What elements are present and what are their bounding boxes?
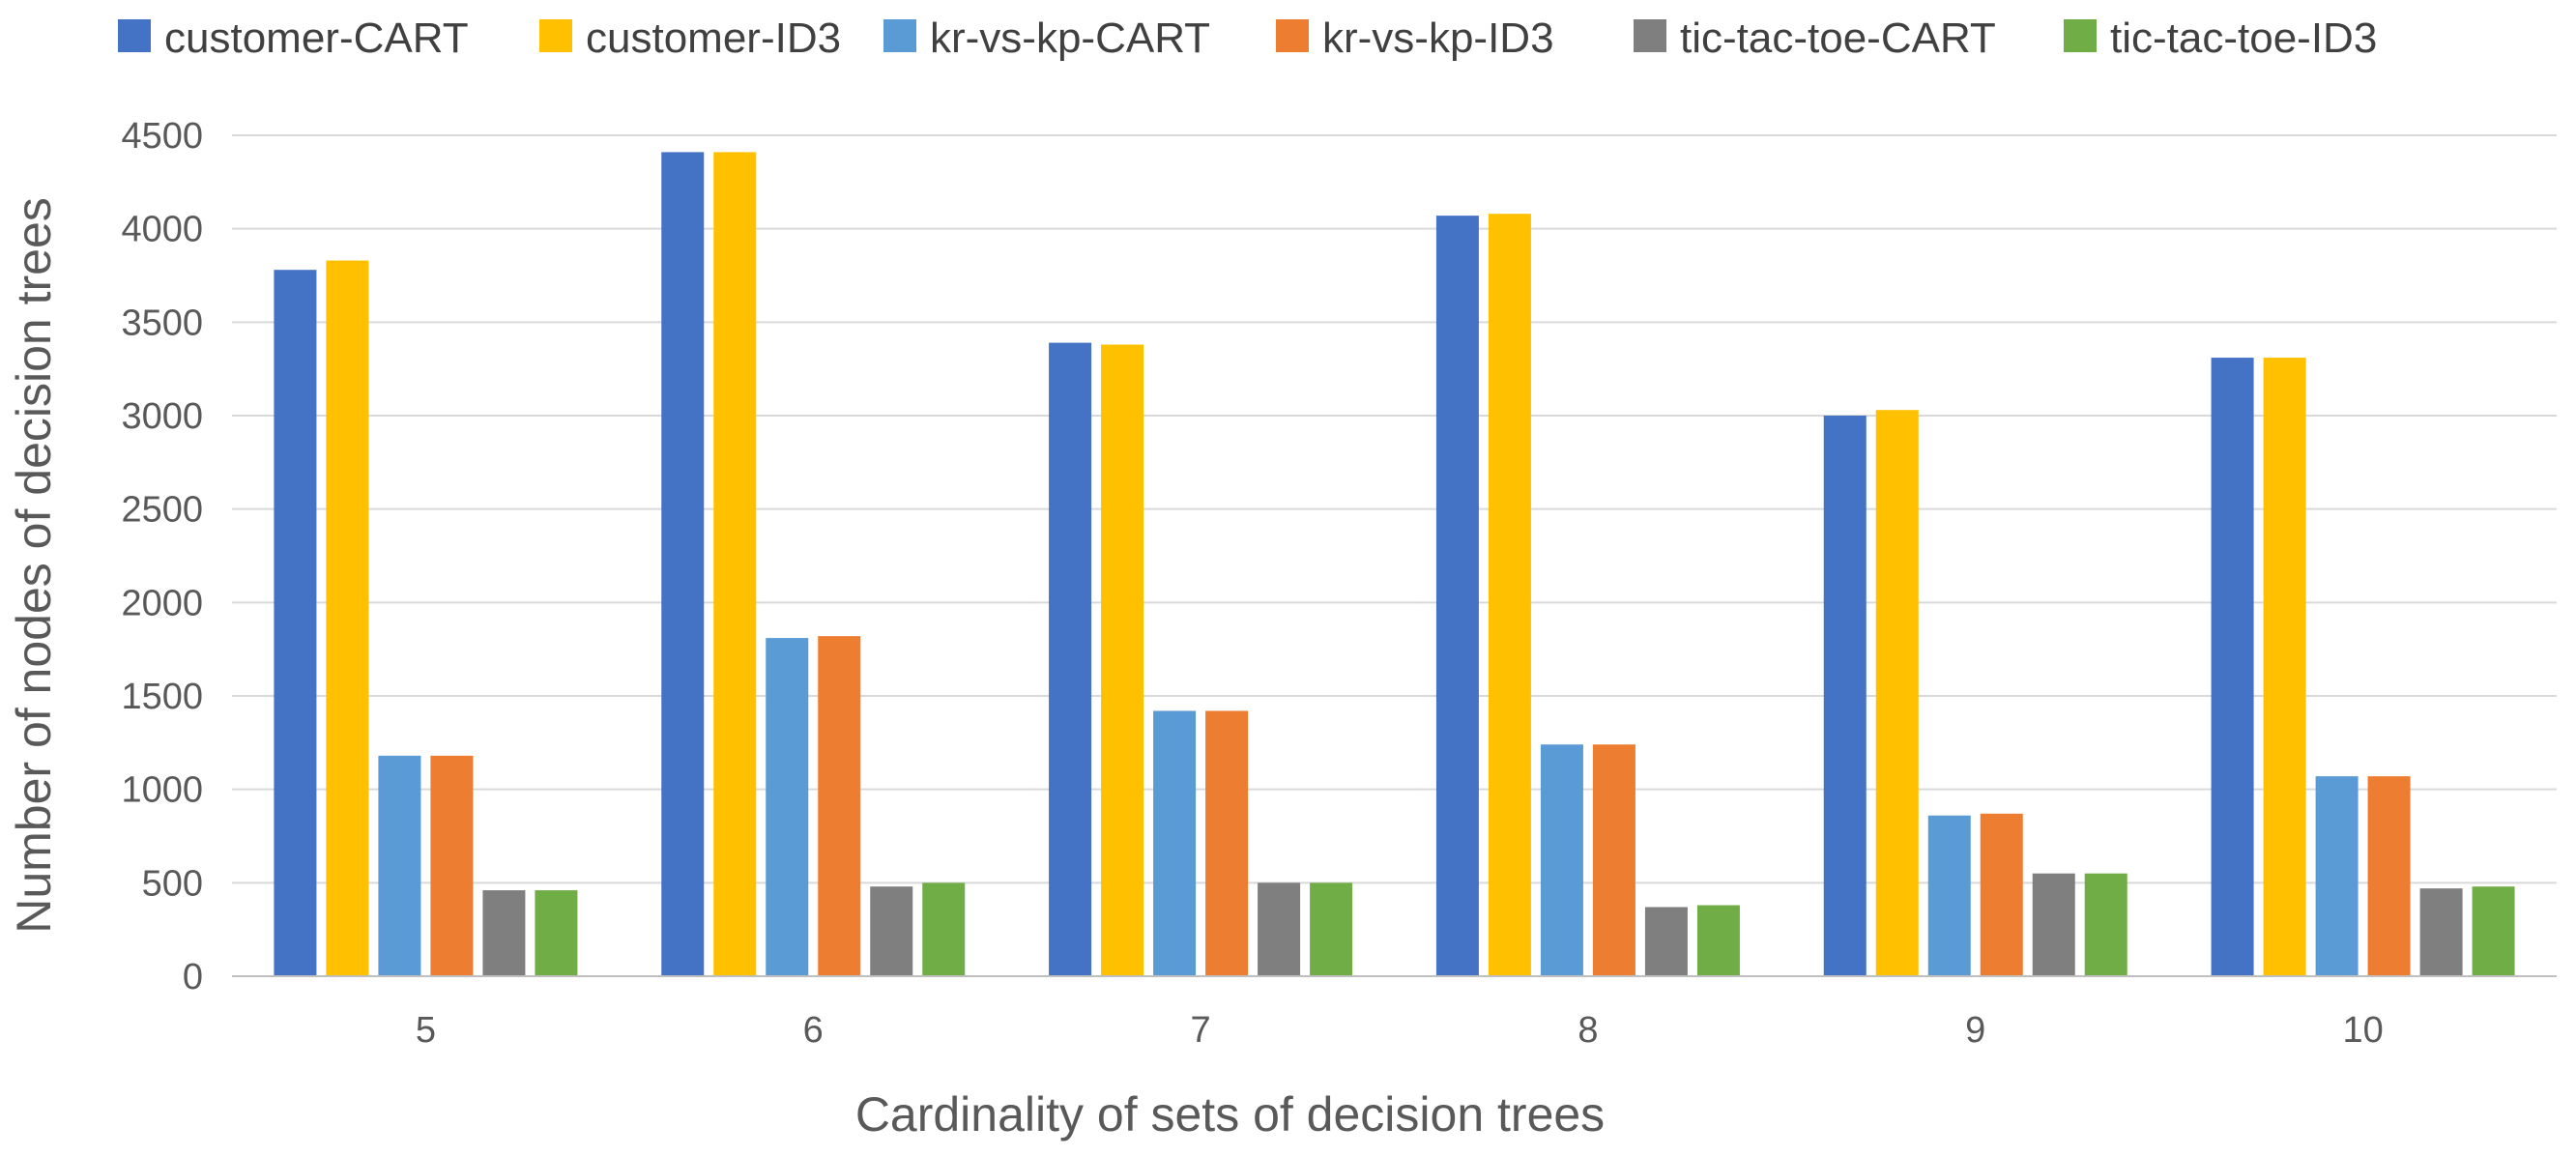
y-tick-label: 3000 xyxy=(121,396,203,437)
legend-item-customer-ID3: customer-ID3 xyxy=(539,14,841,62)
legend-swatch xyxy=(1634,19,1666,52)
bar-customer-ID3-7 xyxy=(1101,344,1144,976)
legend-swatch xyxy=(539,19,572,52)
bar-kr-vs-kp-CART-10 xyxy=(2315,776,2359,976)
x-tick-label: 8 xyxy=(1577,1010,1598,1051)
bars xyxy=(274,152,2515,977)
x-tick-label: 10 xyxy=(2342,1010,2383,1051)
legend-label: tic-tac-toe-ID3 xyxy=(2110,14,2377,62)
x-axis-ticks: 5 6 7 8 9 10 xyxy=(416,1010,2384,1051)
bar-kr-vs-kp-CART-5 xyxy=(378,755,421,976)
bar-tic-tac-toe-CART-6 xyxy=(870,886,913,976)
y-tick-label: 3500 xyxy=(121,303,203,343)
bar-kr-vs-kp-ID3-8 xyxy=(1592,744,1635,976)
bar-customer-ID3-9 xyxy=(1875,410,1919,976)
bar-tic-tac-toe-CART-5 xyxy=(482,890,526,976)
bar-kr-vs-kp-CART-7 xyxy=(1153,710,1197,976)
bar-kr-vs-kp-CART-8 xyxy=(1540,744,1583,976)
legend-label: kr-vs-kp-ID3 xyxy=(1322,14,1554,62)
legend-item-tic-tac-toe-CART: tic-tac-toe-CART xyxy=(1634,14,1996,62)
x-axis-title: Cardinality of sets of decision trees xyxy=(855,1087,1605,1142)
legend-label: tic-tac-toe-CART xyxy=(1680,14,1996,62)
bar-tic-tac-toe-ID3-5 xyxy=(535,890,578,976)
bar-customer-CART-8 xyxy=(1435,216,1479,977)
y-axis-ticks: 0 500 1000 1500 2000 2500 3000 3500 4000 4500 xyxy=(121,116,203,997)
y-tick-label: 4500 xyxy=(121,116,203,157)
bar-kr-vs-kp-ID3-7 xyxy=(1205,710,1249,976)
bar-kr-vs-kp-CART-6 xyxy=(766,638,809,976)
legend-item-customer-CART: customer-CART xyxy=(118,14,469,62)
bar-customer-ID3-8 xyxy=(1488,214,1531,976)
bar-kr-vs-kp-ID3-6 xyxy=(818,636,861,976)
bar-customer-CART-7 xyxy=(1049,342,1092,977)
bar-tic-tac-toe-CART-7 xyxy=(1258,882,1301,976)
x-tick-label: 6 xyxy=(803,1010,824,1051)
x-tick-label: 7 xyxy=(1191,1010,1211,1051)
y-axis-title: Number of nodes of decision trees xyxy=(7,197,61,934)
legend: customer-CART customer-ID3 kr-vs-kp-CART kr… xyxy=(118,14,2377,62)
bar-tic-tac-toe-ID3-7 xyxy=(1310,882,1353,976)
y-tick-label: 2000 xyxy=(121,583,203,623)
bar-tic-tac-toe-CART-10 xyxy=(2419,888,2463,976)
legend-item-tic-tac-toe-ID3: tic-tac-toe-ID3 xyxy=(2064,14,2377,62)
bar-kr-vs-kp-ID3-9 xyxy=(1980,813,2023,976)
legend-swatch xyxy=(118,19,151,52)
y-tick-label: 1500 xyxy=(121,677,203,717)
bar-kr-vs-kp-ID3-5 xyxy=(430,755,474,976)
bar-tic-tac-toe-ID3-8 xyxy=(1696,905,1740,976)
legend-item-kr-vs-kp-ID3: kr-vs-kp-ID3 xyxy=(1276,14,1554,62)
bar-tic-tac-toe-ID3-10 xyxy=(2472,886,2515,976)
legend-item-kr-vs-kp-CART: kr-vs-kp-CART xyxy=(883,14,1210,62)
y-tick-label: 1000 xyxy=(121,770,203,811)
legend-label: customer-ID3 xyxy=(586,14,841,62)
legend-swatch xyxy=(1276,19,1309,52)
y-tick-label: 500 xyxy=(142,863,203,904)
y-tick-label: 2500 xyxy=(121,490,203,531)
bar-tic-tac-toe-ID3-9 xyxy=(2084,873,2127,976)
bar-customer-ID3-5 xyxy=(326,260,369,976)
bar-kr-vs-kp-ID3-10 xyxy=(2367,776,2411,976)
bar-customer-CART-6 xyxy=(661,152,705,976)
legend-swatch xyxy=(2064,19,2097,52)
x-tick-label: 5 xyxy=(416,1010,436,1051)
bar-customer-CART-10 xyxy=(2211,358,2254,977)
bar-tic-tac-toe-ID3-6 xyxy=(922,882,966,976)
bar-kr-vs-kp-CART-9 xyxy=(1927,815,1971,976)
bar-tic-tac-toe-CART-8 xyxy=(1644,907,1688,976)
legend-swatch xyxy=(883,19,916,52)
bar-customer-ID3-6 xyxy=(713,152,757,976)
bar-customer-CART-9 xyxy=(1823,416,1867,976)
legend-label: kr-vs-kp-CART xyxy=(930,14,1210,62)
y-tick-label: 0 xyxy=(183,957,203,997)
gridlines xyxy=(232,134,2557,884)
bar-tic-tac-toe-CART-9 xyxy=(2032,873,2075,976)
bar-customer-ID3-10 xyxy=(2263,358,2306,977)
x-tick-label: 9 xyxy=(1965,1010,1985,1051)
legend-label: customer-CART xyxy=(164,14,469,62)
y-tick-label: 4000 xyxy=(121,210,203,250)
bar-customer-CART-5 xyxy=(274,270,317,976)
